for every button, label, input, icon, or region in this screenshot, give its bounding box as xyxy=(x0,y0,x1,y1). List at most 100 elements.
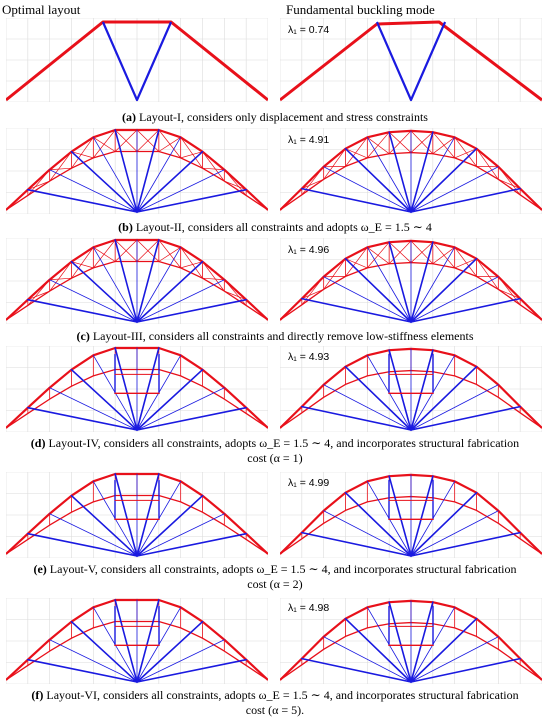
diagonal-member xyxy=(345,258,368,269)
diagonal-member xyxy=(27,180,51,191)
radial-tension-member xyxy=(410,601,434,683)
diagonal-member xyxy=(27,290,51,301)
radial-tension-member xyxy=(388,241,412,323)
diagonal-member xyxy=(366,241,390,269)
radial-tension-member xyxy=(344,491,412,557)
radial-tension-member xyxy=(344,257,412,323)
lambda-symbol: λ₁ xyxy=(288,602,297,614)
radial-tension-member xyxy=(410,384,499,431)
diagonal-member xyxy=(71,246,94,279)
lambda-symbol: λ₁ xyxy=(288,351,297,363)
diagonal-member xyxy=(454,258,477,269)
caption-letter: (c) xyxy=(76,329,90,343)
radial-tension-member xyxy=(136,246,182,323)
diagonal-member xyxy=(432,131,456,159)
caption-b: (b) Layout-II, considers all constraints… xyxy=(0,220,550,235)
radial-tension-member xyxy=(136,406,247,431)
radial-tension-member xyxy=(323,636,412,683)
caption-letter: (f) xyxy=(31,688,44,702)
radial-tension-member xyxy=(410,405,521,431)
diagonal-member xyxy=(136,129,160,152)
caption-text: Layout-IV, considers all constraints, ad… xyxy=(48,436,520,450)
radial-tension-member xyxy=(136,532,247,557)
header-optimal-layout: Optimal layout xyxy=(2,2,81,17)
panel-e-buckling xyxy=(280,472,542,558)
radial-tension-member xyxy=(323,166,412,213)
diagonal-member xyxy=(71,151,94,159)
radial-tension-member xyxy=(70,260,138,323)
radial-tension-member xyxy=(410,491,478,557)
diagonal-member xyxy=(323,148,346,180)
radial-tension-member xyxy=(301,297,412,323)
radial-tension-member xyxy=(410,510,499,557)
header-buckling-mode: Fundamental buckling mode xyxy=(286,2,435,17)
diagonal-member xyxy=(345,136,368,167)
truss-svg xyxy=(6,128,268,214)
radial-tension-member xyxy=(136,473,160,557)
radial-tension-member xyxy=(136,620,204,683)
caption-letter: (b) xyxy=(118,220,133,234)
compression-member xyxy=(6,20,268,102)
diagonal-member xyxy=(388,240,412,265)
radial-tension-member xyxy=(410,365,478,431)
diagonal-member xyxy=(49,277,72,281)
lambda-symbol: λ₁ xyxy=(288,244,297,256)
radial-tension-member xyxy=(410,131,434,213)
diagonal-member xyxy=(49,167,72,171)
diagonal-member xyxy=(476,258,499,290)
diagonal-member xyxy=(92,129,116,159)
diagonal-member xyxy=(497,288,521,299)
diagonal-member xyxy=(202,151,225,182)
radial-tension-member xyxy=(70,620,138,683)
radial-tension-member xyxy=(410,657,521,683)
lambda-value: 4.98 xyxy=(308,602,330,614)
radial-tension-member xyxy=(136,387,225,431)
panel-d-buckling xyxy=(280,346,542,432)
caption-a: (a) Layout-I, considers only displacemen… xyxy=(0,110,550,125)
radial-tension-member xyxy=(92,246,138,323)
radial-tension-member xyxy=(410,617,478,683)
caption-text-line2: cost (α = 1) xyxy=(247,451,303,465)
lambda-value: 0.74 xyxy=(308,24,330,36)
lambda-value: 4.96 xyxy=(308,244,330,256)
radial-tension-member xyxy=(114,239,138,323)
radial-tension-member xyxy=(136,239,160,323)
diagonal-member xyxy=(410,241,434,263)
radial-tension-member xyxy=(136,298,247,323)
radial-tension-member xyxy=(49,387,138,431)
radial-tension-member xyxy=(323,510,412,557)
diagonal-member xyxy=(158,239,182,269)
diagonal-member xyxy=(432,246,456,265)
lambda-symbol: λ₁ xyxy=(288,477,297,489)
caption-text: Layout-V, considers all constraints, ado… xyxy=(49,562,517,576)
radial-tension-member xyxy=(49,279,138,323)
diagonal-member xyxy=(158,246,182,262)
truss-svg xyxy=(280,346,542,432)
radial-tension-member xyxy=(388,601,412,683)
lambda-label-d: λ₁ = 4.93 xyxy=(288,351,330,363)
diagonal-member xyxy=(71,136,94,169)
radial-tension-member xyxy=(114,599,138,683)
diagonal-member xyxy=(49,151,72,182)
panel-f-layout xyxy=(6,598,268,684)
truss-svg xyxy=(280,598,542,684)
radial-tension-member xyxy=(410,166,499,213)
lambda-label-c: λ₁ = 4.96 xyxy=(288,244,330,256)
caption-text: Layout-II, considers all constraints and… xyxy=(135,220,432,234)
radial-tension-member xyxy=(410,636,499,683)
diagonal-member xyxy=(202,167,225,171)
radial-tension-member xyxy=(410,241,434,323)
lambda-symbol: λ₁ xyxy=(288,134,297,146)
panel-e-layout xyxy=(6,472,268,558)
diagonal-member xyxy=(497,178,521,189)
panel-b-buckling xyxy=(280,128,542,214)
diagonal-member xyxy=(223,180,247,191)
diagonal-member xyxy=(180,246,203,279)
radial-tension-member xyxy=(114,473,138,557)
diagonal-member xyxy=(432,241,456,269)
radial-tension-member xyxy=(410,276,499,323)
lambda-symbol: λ₁ xyxy=(288,24,297,36)
caption-letter: (e) xyxy=(33,562,47,576)
radial-tension-member xyxy=(323,384,412,431)
diagonal-member xyxy=(410,131,434,153)
